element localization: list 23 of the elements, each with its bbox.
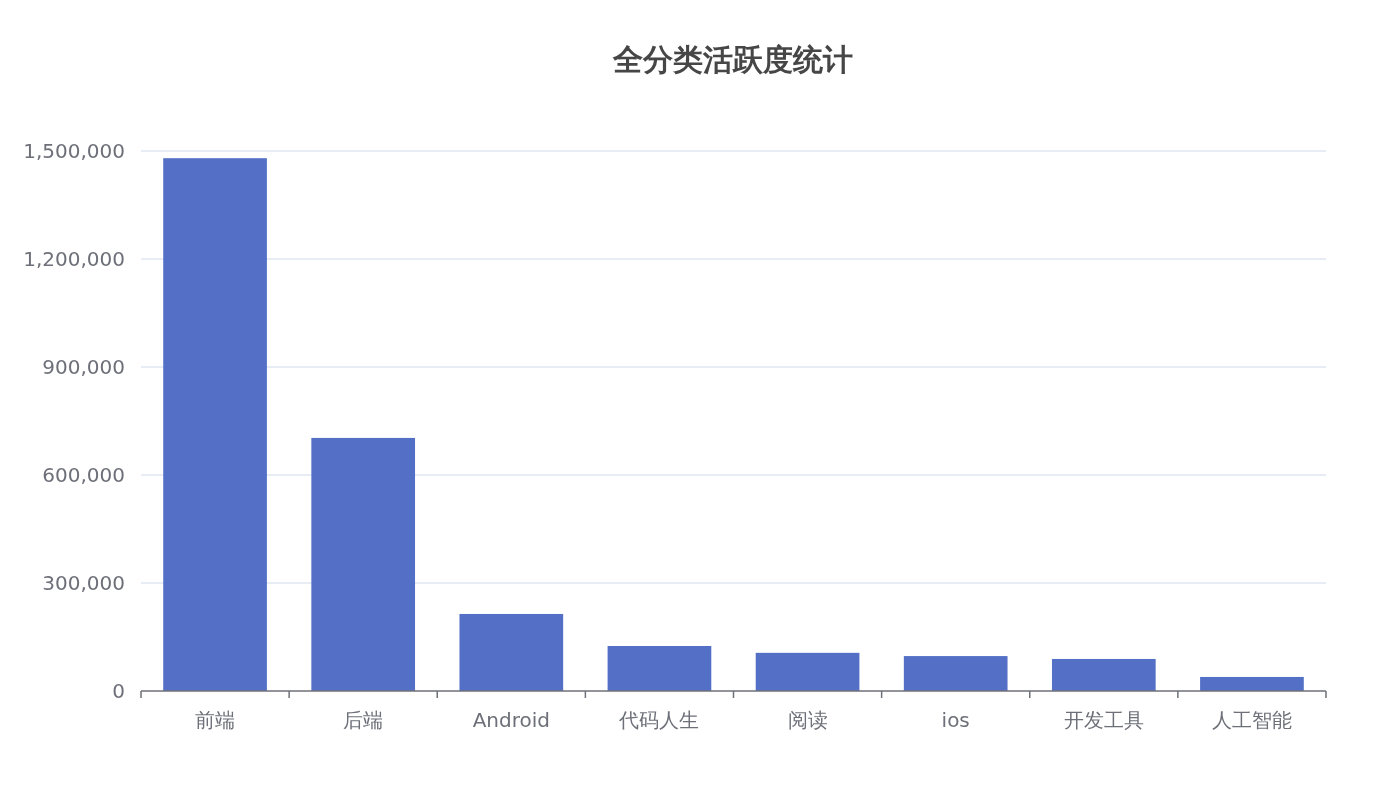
x-tick-label: 代码人生 (618, 708, 700, 732)
bar (459, 613, 564, 691)
x-tick-label: ios (941, 708, 970, 732)
bar (755, 652, 860, 691)
y-tick-label: 900,000 (42, 355, 125, 379)
x-tick-label: Android (472, 708, 550, 732)
chart-title: 全分类活跃度统计 (612, 42, 853, 77)
x-tick-label: 后端 (343, 708, 384, 732)
bar (903, 656, 1008, 691)
x-tick-label: 人工智能 (1211, 708, 1292, 732)
bar (607, 646, 712, 691)
bar (1051, 658, 1156, 691)
y-tick-label: 300,000 (42, 571, 125, 595)
bar (163, 158, 267, 691)
x-tick-label: 阅读 (787, 708, 828, 732)
bar (1200, 676, 1304, 691)
y-tick-label: 0 (112, 679, 125, 703)
x-tick-label: 前端 (195, 708, 236, 732)
y-tick-label: 600,000 (42, 463, 125, 487)
y-tick-label: 1,200,000 (23, 247, 125, 271)
x-tick-label: 开发工具 (1063, 708, 1144, 732)
y-tick-label: 1,500,000 (23, 139, 125, 163)
bar (311, 437, 416, 691)
